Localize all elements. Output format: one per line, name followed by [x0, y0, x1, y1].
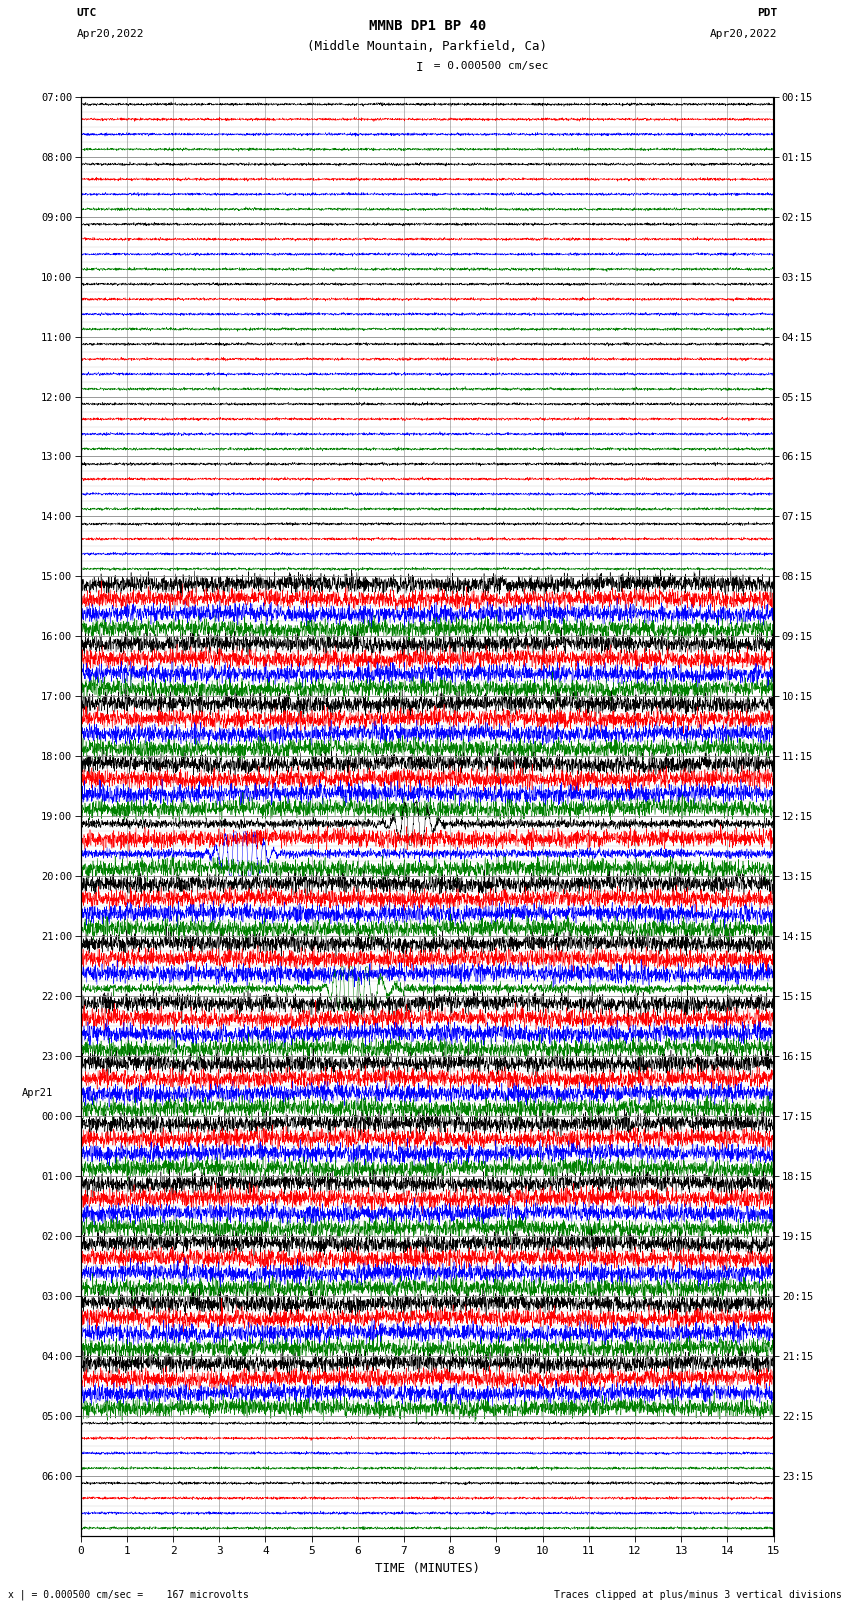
Text: = 0.000500 cm/sec: = 0.000500 cm/sec: [428, 61, 548, 71]
Text: UTC: UTC: [76, 8, 97, 18]
Text: I: I: [416, 61, 423, 74]
Text: Apr20,2022: Apr20,2022: [76, 29, 144, 39]
Text: Apr20,2022: Apr20,2022: [711, 29, 778, 39]
X-axis label: TIME (MINUTES): TIME (MINUTES): [375, 1561, 479, 1574]
Text: MMNB DP1 BP 40: MMNB DP1 BP 40: [369, 19, 485, 34]
Text: x | = 0.000500 cm/sec =    167 microvolts: x | = 0.000500 cm/sec = 167 microvolts: [8, 1589, 249, 1600]
Text: Traces clipped at plus/minus 3 vertical divisions: Traces clipped at plus/minus 3 vertical …: [553, 1590, 842, 1600]
Text: PDT: PDT: [757, 8, 778, 18]
Text: (Middle Mountain, Parkfield, Ca): (Middle Mountain, Parkfield, Ca): [307, 40, 547, 53]
Text: Apr21: Apr21: [22, 1087, 53, 1098]
